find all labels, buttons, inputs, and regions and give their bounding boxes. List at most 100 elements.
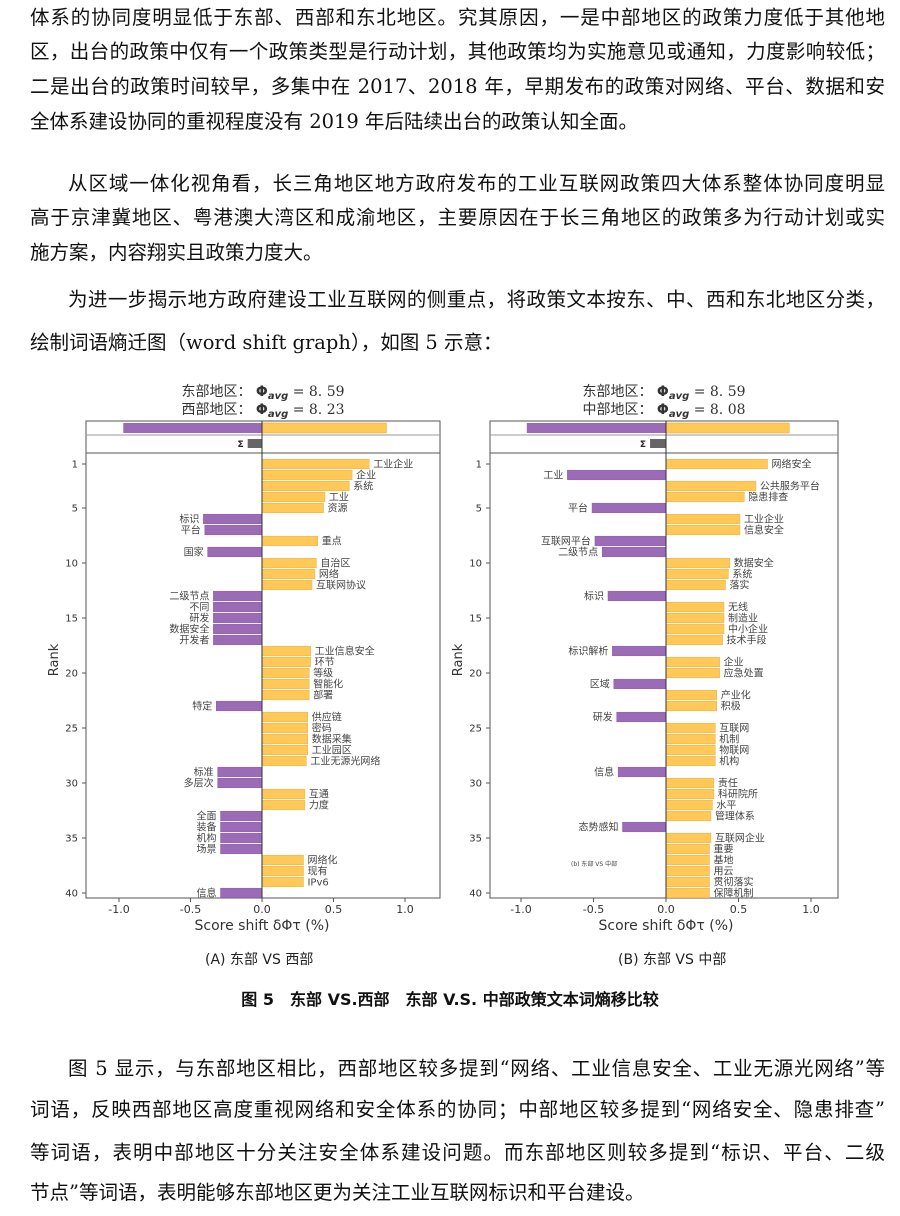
bar-数据安全 — [665, 557, 731, 569]
bar-研发 — [616, 711, 667, 723]
bar-工业无源光网络 — [261, 755, 307, 767]
bar-机构 — [665, 755, 716, 767]
bar-label: 资源 — [327, 502, 347, 515]
bar-互联网平台 — [594, 535, 667, 547]
bar-label: 开发者 — [179, 634, 209, 647]
text-line: 图 5 显示，与东部地区相比，西部地区较多提到“网络、工业信息安全、工业无源光网… — [68, 1057, 885, 1080]
bar-label: 工业企业 — [373, 458, 413, 471]
bar-互联网企业 — [665, 832, 712, 844]
text-line: 节点”等词语，表明能够东部地区更为关注工业互联网标识和平台建设。 — [30, 1181, 645, 1204]
bar-label: 机构 — [197, 832, 217, 845]
bar-label: 制造业 — [728, 612, 758, 625]
x-tick-label: 0.5 — [730, 903, 748, 916]
bar-标识 — [203, 513, 263, 525]
bar-label: 自治区 — [320, 557, 350, 570]
bar-数据安全 — [213, 623, 263, 635]
y-tick-label: 10 — [65, 559, 78, 570]
bar-label: 研发 — [593, 711, 613, 724]
y-tick-label: 25 — [469, 724, 482, 735]
bar-label: 工业园区 — [312, 745, 352, 757]
bar-label: 互联网企业 — [715, 832, 765, 845]
text-line: 高于京津冀地区、粤港澳大湾区和成渝地区，主要原因在于长三角地区的政策多为行动计划… — [30, 206, 885, 229]
bar-label: 管理体系 — [715, 810, 755, 823]
bar-label: 重要 — [714, 843, 734, 856]
y-tick-label: 20 — [65, 669, 78, 680]
bar-互联网协议 — [261, 579, 313, 591]
text-line: 词语，反映西部地区高度重视网络和安全体系的协同；中部地区较多提到“网络安全、隐患… — [30, 1098, 885, 1121]
bar-工业园区 — [261, 744, 309, 756]
bar-label: 互联网协议 — [316, 579, 366, 592]
bar-label: 产业化 — [721, 689, 751, 702]
text-line: 区，出台的政策中仅有一个政策类型是行动计划，其他政策均为实施意见或通知，力度影响… — [30, 40, 885, 63]
bar-label: 网络安全 — [772, 458, 812, 471]
y-tick-label: 5 — [476, 504, 482, 515]
bar-部署 — [261, 689, 310, 701]
y-tick-label: 30 — [469, 779, 482, 790]
bar-保障机制 — [665, 887, 710, 899]
bar-label: 公共服务平台 — [760, 480, 820, 493]
bar-label: 工业企业 — [744, 513, 784, 526]
bar-机制 — [665, 733, 716, 745]
bar-中小企业 — [665, 623, 725, 635]
bar-label: 场景 — [197, 843, 217, 856]
bar-label: 责任 — [718, 777, 738, 790]
y-tick-label: 1 — [476, 460, 482, 471]
total-negative-bar — [123, 423, 262, 433]
text-line: 绘制词语熵迁图（word shift graph），如图 5 示意： — [30, 331, 503, 354]
bar-label: 机制 — [719, 733, 739, 746]
total-positive-bar — [261, 422, 387, 434]
bar-label: 等级 — [313, 667, 333, 680]
bar-label: 机构 — [719, 755, 739, 768]
x-tick-label: -1.0 — [510, 903, 531, 916]
bar-机构 — [220, 832, 263, 844]
sigma-bar — [650, 439, 666, 448]
bar-特定 — [215, 700, 263, 712]
bar-label: 中小企业 — [728, 623, 768, 636]
y-tick-label: 10 — [469, 559, 482, 570]
bar-标准 — [217, 766, 263, 778]
bar-现有 — [261, 865, 304, 877]
bar-无线 — [665, 601, 725, 613]
bar-label: 系统 — [353, 480, 373, 493]
bar-label: 应急处置 — [724, 667, 764, 680]
y-axis-label: Rank — [451, 643, 466, 676]
bar-积极 — [665, 700, 717, 712]
bar-label: 用云 — [714, 867, 734, 878]
bar-互通 — [261, 788, 306, 800]
text-line: 施方案，内容翔实且政策力度大。 — [30, 241, 323, 264]
bar-工业 — [261, 491, 326, 503]
bar-label: 积极 — [721, 700, 741, 713]
bar-环节 — [261, 656, 311, 668]
bar-label: 平台 — [181, 524, 201, 537]
bar-label: 态势感知 — [579, 821, 619, 834]
text-line: 等词语，表明中部地区十分关注安全体系建设问题。而东部地区则较多提到“标识、平台、… — [30, 1141, 885, 1164]
bar-贯彻落实 — [665, 876, 710, 888]
bar-label: 系统 — [732, 568, 752, 581]
y-tick-label: 40 — [65, 889, 78, 900]
bar-重要 — [665, 843, 710, 855]
x-tick-label: -0.5 — [583, 903, 604, 916]
bar-label: 装备 — [197, 821, 217, 834]
bar-信息安全 — [665, 524, 741, 536]
bar-label: 平台 — [568, 502, 588, 515]
y-tick-label: 5 — [72, 504, 78, 515]
bar-label: 全面 — [197, 810, 217, 823]
bar-工业企业 — [261, 458, 370, 470]
bar-label: 数据安全 — [734, 557, 774, 570]
bar-物联网 — [665, 744, 716, 756]
bar-label: 企业 — [356, 469, 376, 482]
plot-frame — [85, 420, 441, 899]
bar-label: 信息 — [594, 766, 614, 779]
bar-重点 — [261, 535, 319, 547]
y-tick-label: 1 — [72, 460, 78, 471]
bar-水平 — [665, 799, 713, 811]
bar-平台 — [591, 502, 667, 514]
bar-场景 — [220, 843, 263, 855]
bar-label: 环节 — [315, 657, 335, 669]
bar-隐患排查 — [665, 491, 745, 503]
y-tick-label: 35 — [469, 834, 482, 845]
x-tick-label: -1.0 — [108, 903, 129, 916]
bar-信息 — [617, 766, 667, 778]
